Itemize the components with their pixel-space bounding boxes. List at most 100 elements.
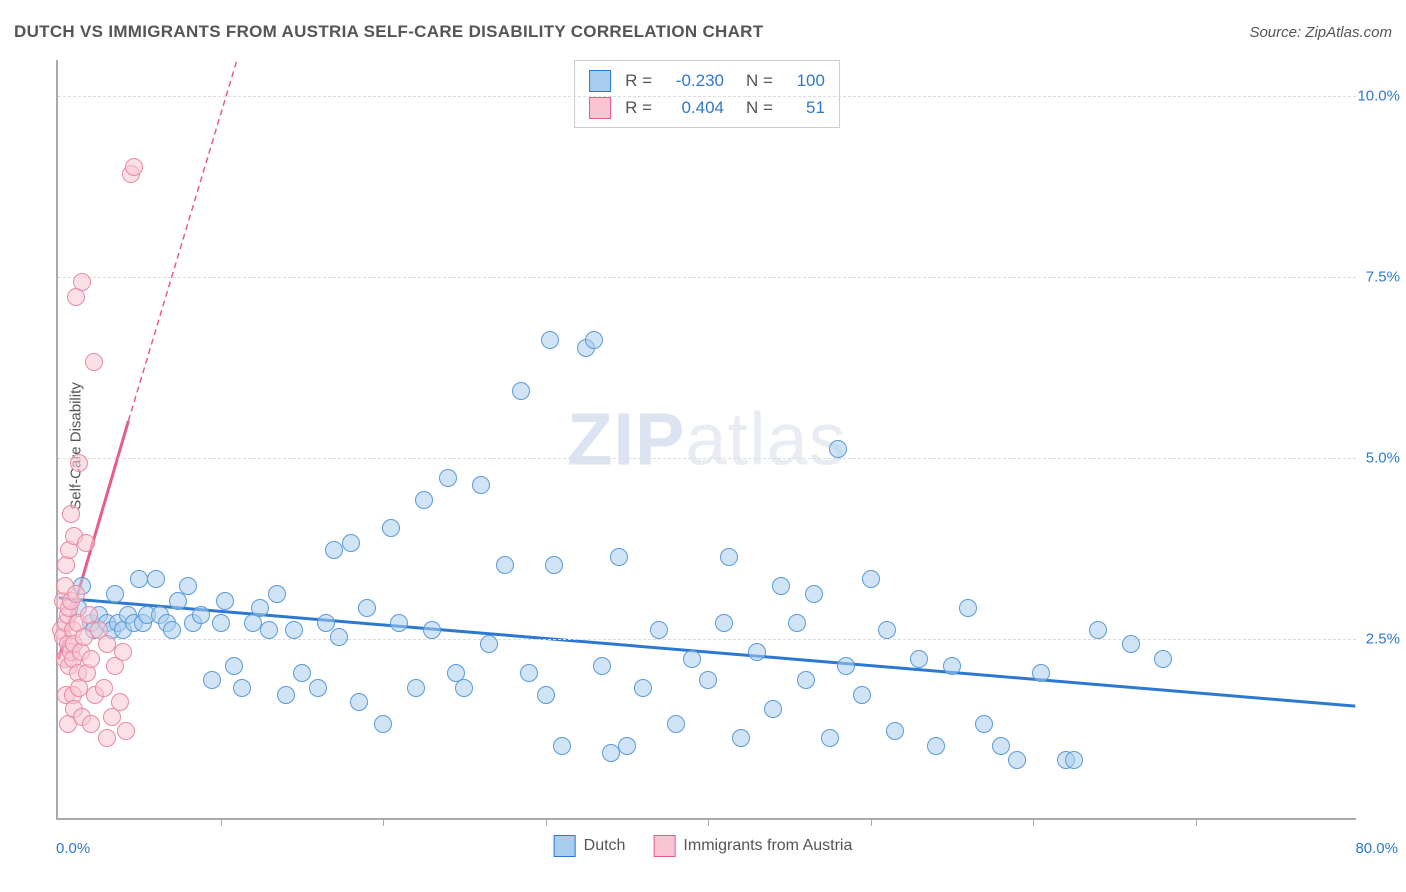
data-point	[683, 650, 701, 668]
data-point	[114, 643, 132, 661]
data-point	[423, 621, 441, 639]
data-point	[455, 679, 473, 697]
legend-item: Immigrants from Austria	[653, 835, 852, 857]
data-point	[374, 715, 392, 733]
legend-label: Dutch	[584, 837, 626, 855]
data-point	[837, 657, 855, 675]
data-point	[260, 621, 278, 639]
data-point	[748, 643, 766, 661]
data-point	[480, 635, 498, 653]
data-point	[216, 592, 234, 610]
data-point	[350, 693, 368, 711]
data-point	[293, 664, 311, 682]
data-point	[1032, 664, 1050, 682]
data-point	[309, 679, 327, 697]
data-point	[277, 686, 295, 704]
stat-r-value: 0.404	[662, 94, 724, 121]
data-point	[975, 715, 993, 733]
data-point	[618, 737, 636, 755]
data-point	[179, 577, 197, 595]
data-point	[699, 671, 717, 689]
data-point	[407, 679, 425, 697]
data-point	[415, 491, 433, 509]
x-tick	[871, 818, 872, 826]
gridline	[58, 639, 1356, 640]
data-point	[82, 650, 100, 668]
data-point	[634, 679, 652, 697]
data-point	[317, 614, 335, 632]
data-point	[70, 454, 88, 472]
stats-row: R =0.404N =51	[589, 94, 825, 121]
series-swatch	[589, 97, 611, 119]
data-point	[203, 671, 221, 689]
data-point	[992, 737, 1010, 755]
data-point	[98, 729, 116, 747]
y-tick-label: 5.0%	[1366, 450, 1400, 467]
x-axis-min-label: 0.0%	[56, 840, 90, 857]
data-point	[927, 737, 945, 755]
x-tick	[1196, 818, 1197, 826]
data-point	[585, 331, 603, 349]
data-point	[512, 382, 530, 400]
legend-swatch	[554, 835, 576, 857]
data-point	[117, 722, 135, 740]
x-tick	[221, 818, 222, 826]
data-point	[251, 599, 269, 617]
data-point	[390, 614, 408, 632]
series-swatch	[589, 70, 611, 92]
data-point	[330, 628, 348, 646]
gridline	[58, 458, 1356, 459]
data-point	[553, 737, 571, 755]
legend-swatch	[653, 835, 675, 857]
data-point	[805, 585, 823, 603]
data-point	[593, 657, 611, 675]
watermark-bold: ZIP	[567, 398, 685, 481]
x-tick	[708, 818, 709, 826]
data-point	[650, 621, 668, 639]
trend-line-extrapolation	[128, 60, 237, 421]
data-point	[325, 541, 343, 559]
data-point	[602, 744, 620, 762]
stat-n-label: N =	[746, 94, 773, 121]
correlation-stats-box: R =-0.230N =100R =0.404N =51	[574, 60, 840, 128]
data-point	[439, 469, 457, 487]
watermark-light: atlas	[685, 398, 846, 481]
data-point	[764, 700, 782, 718]
data-point	[1065, 751, 1083, 769]
data-point	[788, 614, 806, 632]
data-point	[829, 440, 847, 458]
stat-r-label: R =	[625, 67, 652, 94]
data-point	[225, 657, 243, 675]
data-point	[62, 505, 80, 523]
data-point	[285, 621, 303, 639]
legend-label: Immigrants from Austria	[683, 837, 852, 855]
data-point	[212, 614, 230, 632]
data-point	[1154, 650, 1172, 668]
data-point	[147, 570, 165, 588]
gridline	[58, 277, 1356, 278]
x-tick	[1033, 818, 1034, 826]
data-point	[667, 715, 685, 733]
data-point	[73, 273, 91, 291]
data-point	[910, 650, 928, 668]
data-point	[537, 686, 555, 704]
data-point	[77, 534, 95, 552]
data-point	[125, 158, 143, 176]
data-point	[541, 331, 559, 349]
data-point	[715, 614, 733, 632]
data-point	[358, 599, 376, 617]
data-point	[342, 534, 360, 552]
data-point	[878, 621, 896, 639]
scatter-plot: ZIPatlas R =-0.230N =100R =0.404N =51 2.…	[56, 60, 1356, 820]
data-point	[886, 722, 904, 740]
trend-lines-svg	[58, 60, 1356, 818]
data-point	[192, 606, 210, 624]
y-tick-label: 10.0%	[1357, 88, 1400, 105]
data-point	[163, 621, 181, 639]
data-point	[862, 570, 880, 588]
data-point	[959, 599, 977, 617]
data-point	[472, 476, 490, 494]
data-point	[853, 686, 871, 704]
x-axis-max-label: 80.0%	[1355, 840, 1398, 857]
data-point	[545, 556, 563, 574]
